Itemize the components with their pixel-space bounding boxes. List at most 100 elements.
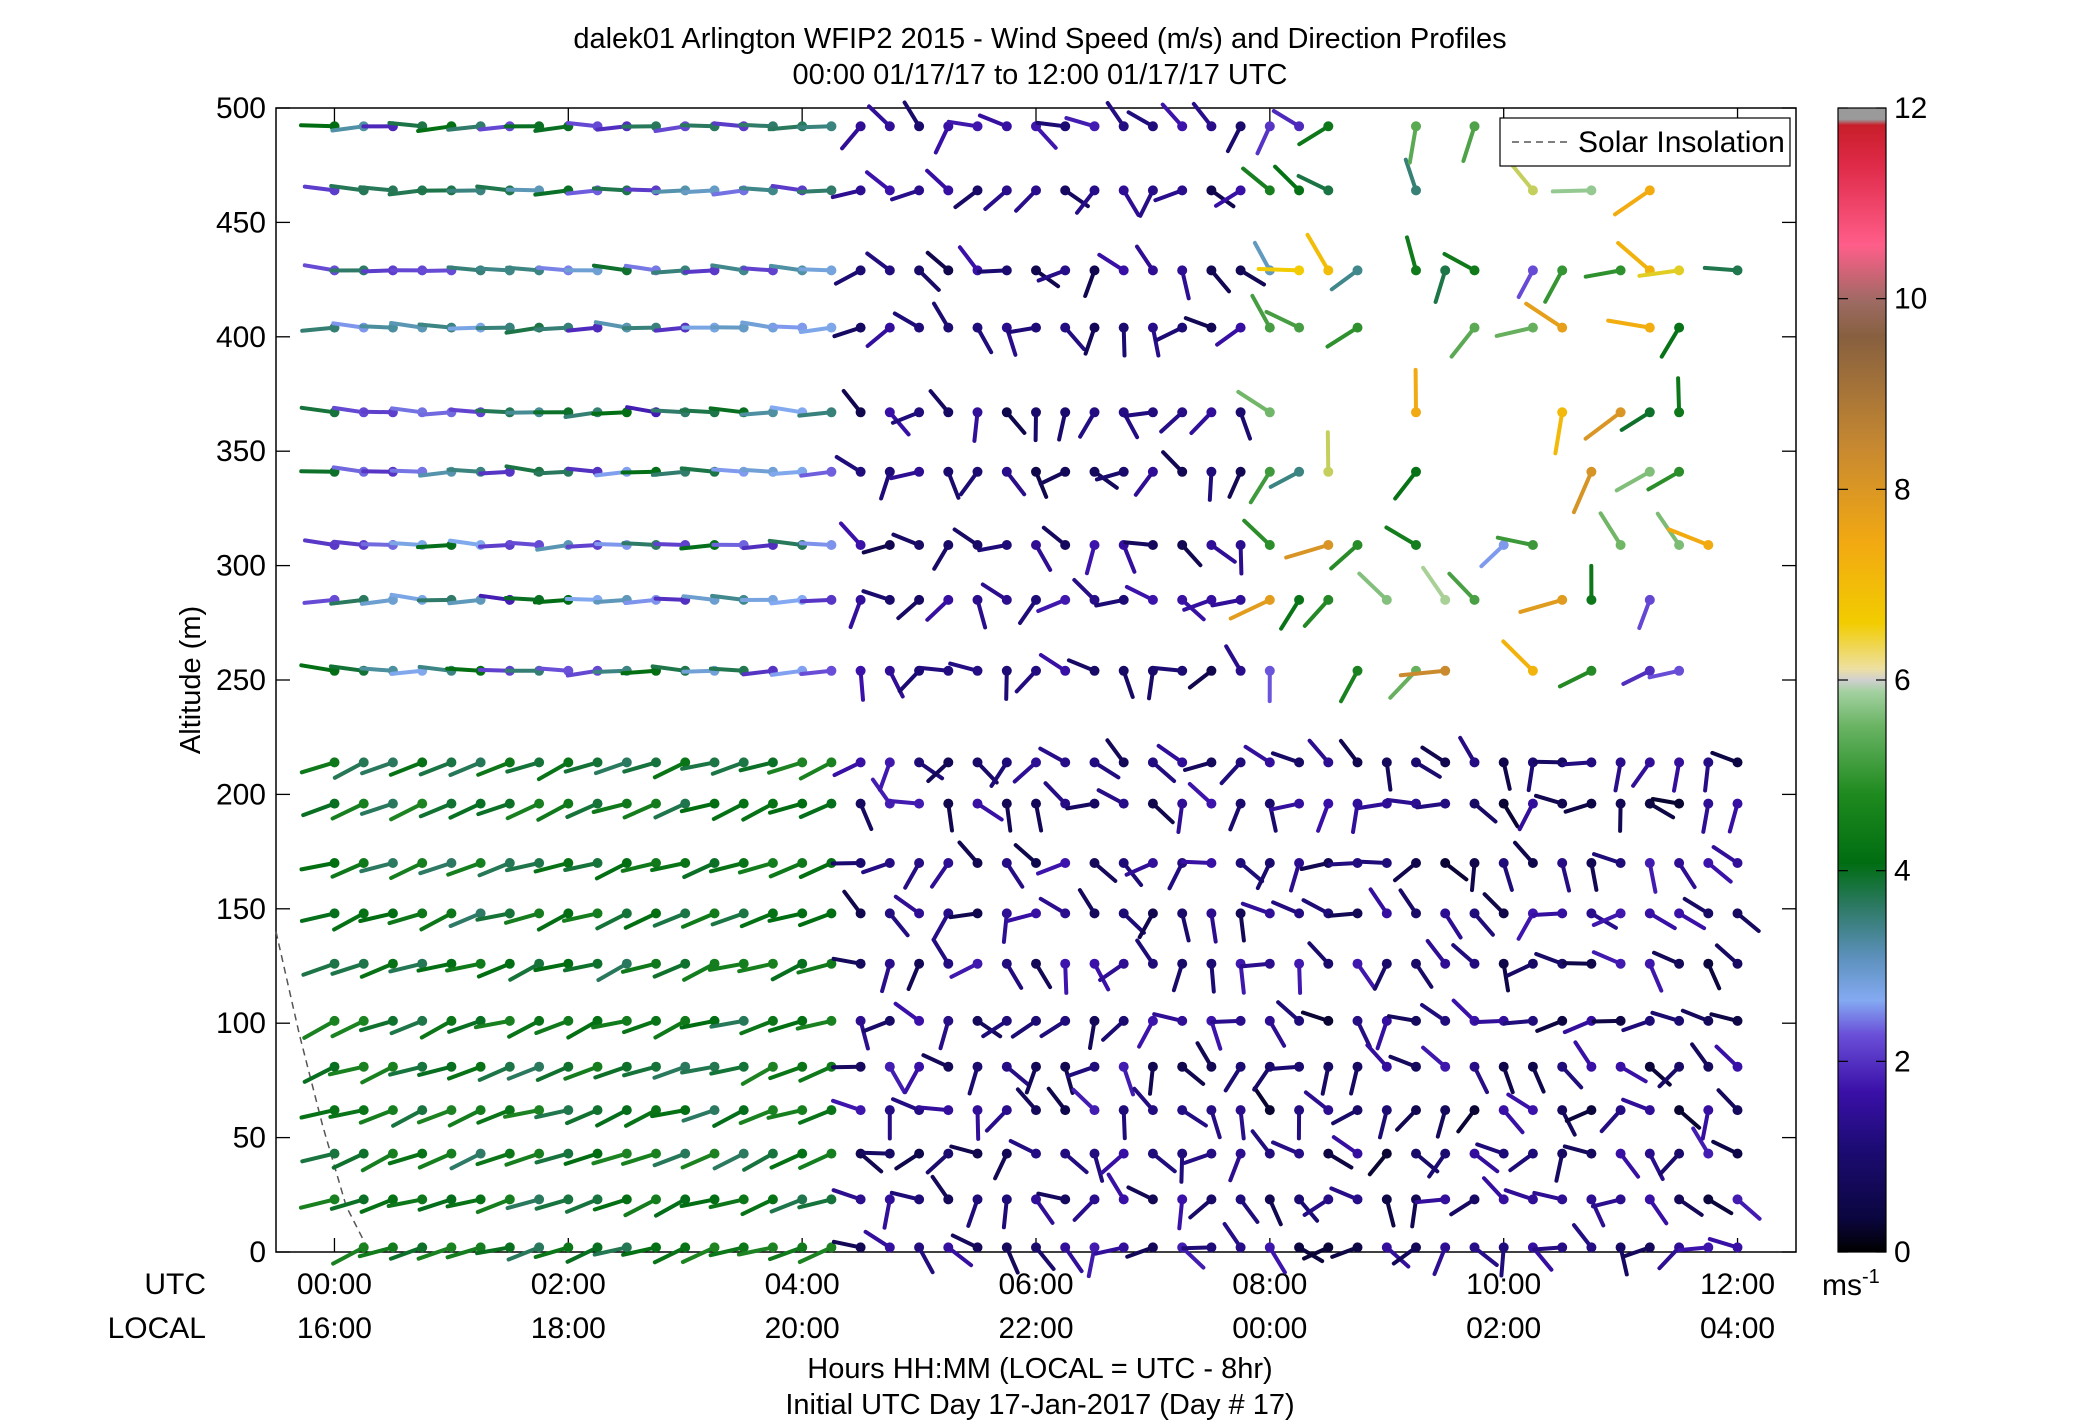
wind-barb-dot xyxy=(1089,121,1100,132)
wind-barb-dot xyxy=(709,958,720,969)
wind-barb-dot xyxy=(1469,1194,1480,1205)
wind-barb-dot xyxy=(534,798,545,809)
wind-barb-dot xyxy=(1411,407,1421,418)
wind-barb-dot xyxy=(1615,1061,1626,1072)
wind-barb-dot xyxy=(1644,407,1655,418)
wind-barb-dot xyxy=(475,858,486,868)
wind-barb-stick xyxy=(446,188,483,193)
wind-barb-stick xyxy=(767,538,805,547)
wind-barb-dot xyxy=(1235,407,1246,418)
wind-barb-stick xyxy=(332,760,366,780)
wind-barb-dot xyxy=(1411,466,1421,477)
wind-barb-stick xyxy=(1646,469,1682,492)
wind-barb-dot xyxy=(826,1194,837,1205)
wind-barb-dot xyxy=(417,1194,428,1205)
wind-barb-dot xyxy=(1352,1015,1363,1026)
wind-barb-dot xyxy=(855,798,866,809)
wind-barb-dot xyxy=(943,185,954,196)
wind-barb-dot xyxy=(1294,798,1305,809)
x-tick-label-local: 20:00 xyxy=(765,1312,840,1345)
wind-barb-dot xyxy=(767,1105,778,1116)
wind-barb-dot xyxy=(1732,1148,1743,1159)
wind-barb-dot xyxy=(884,322,895,333)
wind-barb-dot xyxy=(1118,665,1129,676)
wind-barb-dot xyxy=(1411,540,1421,550)
wind-barb-dot xyxy=(680,798,691,809)
wind-barb-stick xyxy=(797,1245,834,1264)
wind-barb-stick xyxy=(475,184,512,193)
wind-barb-stick xyxy=(357,1245,395,1259)
wind-barb-dot xyxy=(943,1015,954,1026)
wind-barb-stick xyxy=(622,1064,658,1078)
wind-barb-dot xyxy=(1001,1148,1012,1159)
wind-barb-dot xyxy=(1264,1242,1275,1253)
wind-barb-stick xyxy=(739,186,775,193)
wind-barb-stick xyxy=(388,1245,425,1261)
plot-area xyxy=(275,107,1797,1253)
wind-barb-dot xyxy=(329,958,340,969)
wind-barb-dot xyxy=(1264,757,1275,768)
wind-barb-dot xyxy=(1674,958,1685,969)
wind-barb-stick xyxy=(769,668,805,677)
wind-barb-dot xyxy=(884,858,895,868)
wind-barb-dot xyxy=(1001,1105,1012,1116)
wind-barb-stick xyxy=(331,321,366,330)
wind-barb-stick xyxy=(1702,265,1740,273)
wind-barb-stick xyxy=(1325,325,1360,349)
wind-barb-dot xyxy=(1177,466,1188,477)
wind-barb-dot xyxy=(621,1061,632,1072)
wind-barb-stick xyxy=(419,410,454,417)
wind-barb-dot xyxy=(446,1015,457,1026)
wind-barb-dot xyxy=(1323,1242,1334,1253)
wind-barb-dot xyxy=(1235,908,1246,919)
wind-barb-dot xyxy=(1118,322,1129,333)
wind-barb-stick xyxy=(563,961,600,973)
wind-barb-dot xyxy=(1294,265,1305,276)
wind-barb-dot xyxy=(1732,908,1743,919)
wind-barb-dot xyxy=(1411,1242,1421,1253)
y-tick-label: 200 xyxy=(216,778,266,811)
wind-barb-dot xyxy=(475,798,486,809)
wind-barb-stick xyxy=(330,1018,366,1039)
wind-barb-dot xyxy=(1001,757,1012,768)
wind-barb-stick xyxy=(417,1151,454,1170)
wind-barb-stick xyxy=(798,801,834,819)
wind-barb-dot xyxy=(358,798,369,809)
wind-barb-dot xyxy=(1206,1148,1217,1159)
wind-barb-stick xyxy=(739,1018,775,1036)
wind-barb-dot xyxy=(884,185,895,196)
wind-barb-stick xyxy=(741,801,775,822)
wind-barb-dot xyxy=(358,757,369,768)
wind-barb-stick xyxy=(768,801,805,815)
wind-barb-stick xyxy=(1494,325,1535,338)
wind-barb-stick xyxy=(738,1108,775,1125)
wind-barb-stick xyxy=(653,124,688,133)
wind-barb-stick xyxy=(681,668,717,674)
wind-barb-dot xyxy=(1440,1015,1451,1026)
wind-barb-dot xyxy=(1557,1015,1568,1026)
wind-barb-dot xyxy=(1089,958,1100,969)
wind-barb-dot xyxy=(855,594,866,605)
colorbar-tick-label: 4 xyxy=(1894,855,1911,888)
wind-barb-dot xyxy=(1440,265,1451,276)
wind-barb-stick xyxy=(332,911,366,932)
wind-barb-dot xyxy=(855,1061,866,1072)
wind-barb-stick xyxy=(445,1245,483,1260)
wind-barb-dot xyxy=(972,665,983,676)
wind-barb-dot xyxy=(1031,757,1041,768)
wind-barb-dot xyxy=(972,1242,983,1253)
wind-barb-dot xyxy=(1089,1194,1100,1205)
wind-barb-dot xyxy=(1235,1148,1246,1159)
wind-barb-dot xyxy=(914,265,925,276)
wind-barb-dot xyxy=(826,1242,837,1253)
wind-barb-dot xyxy=(1060,322,1071,333)
y-tick-label: 350 xyxy=(216,435,266,468)
wind-barb-dot xyxy=(1206,1105,1217,1116)
wind-barb-stick xyxy=(594,861,629,881)
wind-barb-dot xyxy=(738,798,749,809)
legend: Solar Insolation xyxy=(1499,117,1791,167)
wind-barb-dot xyxy=(1264,540,1275,550)
wind-barb-stick xyxy=(389,1018,425,1036)
wind-barb-dot xyxy=(1031,1061,1041,1072)
wind-barb-dot xyxy=(1060,265,1071,276)
